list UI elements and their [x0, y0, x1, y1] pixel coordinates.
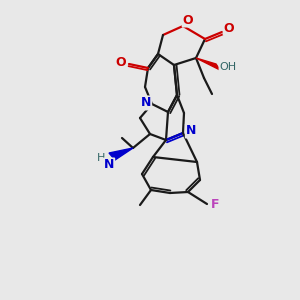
Text: O: O	[183, 14, 193, 26]
Text: H: H	[97, 153, 105, 163]
Text: N: N	[186, 124, 196, 137]
Text: N: N	[141, 97, 151, 110]
Polygon shape	[109, 148, 133, 160]
Text: O: O	[224, 22, 234, 34]
Text: N: N	[104, 158, 114, 172]
Text: OH: OH	[219, 62, 237, 72]
Text: F: F	[211, 199, 219, 212]
Polygon shape	[196, 58, 220, 70]
Text: O: O	[116, 56, 126, 70]
